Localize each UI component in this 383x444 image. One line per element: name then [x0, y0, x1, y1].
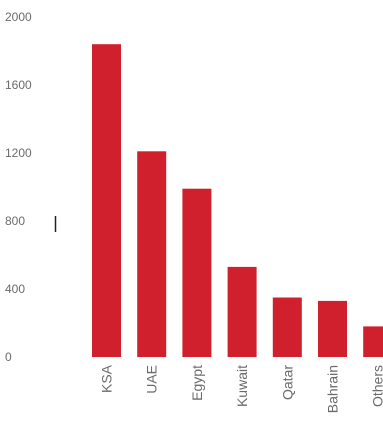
x-tick-label: Kuwait [234, 365, 250, 407]
y-tick-label: 1200 [5, 146, 32, 160]
x-tick-label: Egypt [189, 365, 205, 401]
y-tick-label: 0 [5, 350, 12, 364]
bar-uae [137, 151, 166, 357]
bar-kuwait [228, 267, 257, 357]
bar-ksa [92, 44, 121, 357]
y-tick-label: 1600 [5, 78, 32, 92]
x-tick-label: Qatar [279, 365, 295, 400]
bar-others [363, 326, 383, 357]
x-tick-label: UAE [144, 365, 160, 394]
y-tick-label: 400 [5, 282, 25, 296]
y-tick-label: 2000 [5, 10, 32, 24]
bars [92, 44, 383, 357]
x-tick-label: Bahrain [325, 365, 341, 413]
bar-bahrain [318, 301, 347, 357]
y-axis: 0 400 800 1200 1600 2000 [5, 10, 32, 364]
x-axis: KSA UAE Egypt Kuwait Qatar Bahrain Others [99, 364, 383, 413]
bar-qatar [273, 298, 302, 358]
bar-egypt [182, 189, 211, 357]
y-tick-label: 800 [5, 214, 25, 228]
x-tick-label: Others [370, 365, 383, 407]
x-tick-label: KSA [99, 364, 115, 393]
